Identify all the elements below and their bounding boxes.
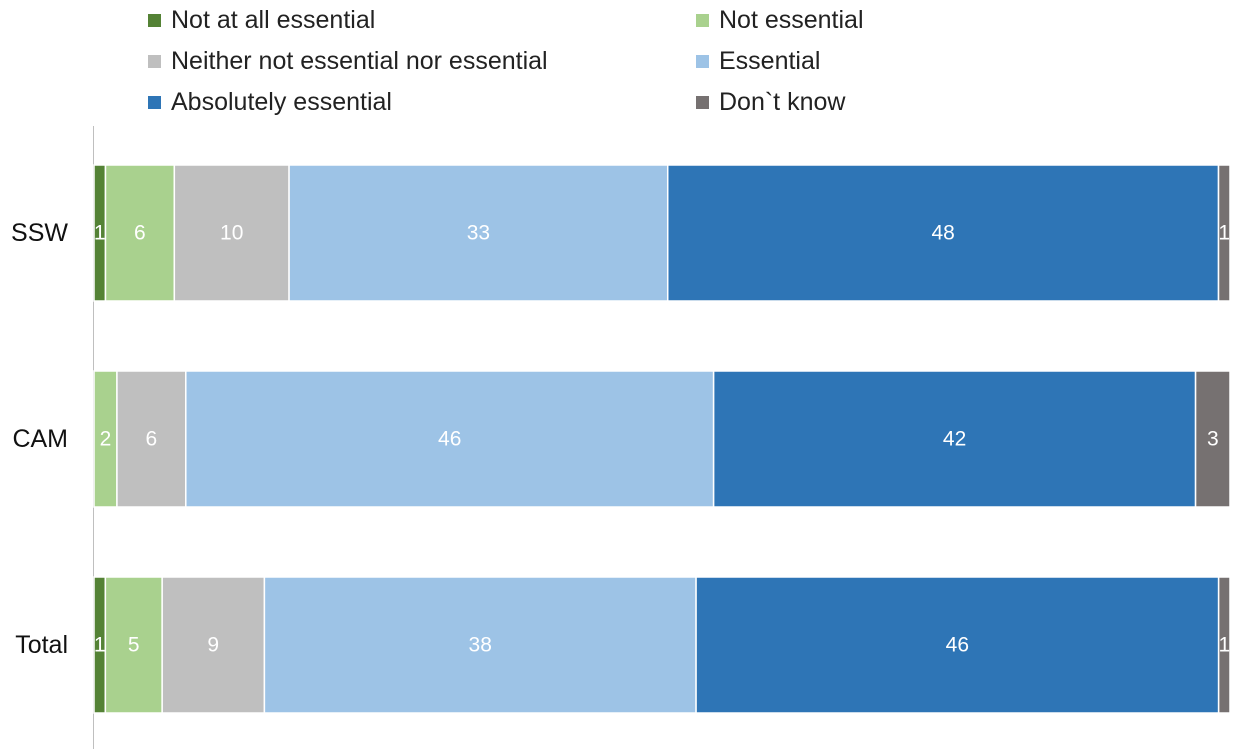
bar-segment: [1217, 576, 1231, 714]
bar-segment: [104, 164, 176, 302]
data-label: 6: [134, 222, 146, 245]
category-label: Total: [15, 631, 68, 659]
data-label: 10: [220, 222, 243, 245]
bar-segment: [1194, 370, 1231, 508]
data-label: 42: [943, 428, 966, 451]
data-label: 1: [94, 222, 106, 245]
data-label: 33: [467, 222, 490, 245]
bar-segment: [104, 576, 163, 714]
bars-group: 1 6 10 33 48 12 6 46 42 31 5 9 38 46 1: [93, 164, 1231, 714]
legend-label: Don`t know: [719, 87, 846, 116]
category-label: CAM: [12, 425, 68, 453]
data-label: 2: [100, 428, 112, 451]
data-label: 48: [931, 222, 954, 245]
chart-legend: Not at all essential Not essential Neith…: [0, 0, 1234, 120]
legend-label: Neither not essential nor essential: [171, 46, 548, 75]
bar-segment: [712, 370, 1197, 508]
data-label: 38: [469, 634, 492, 657]
data-label: 9: [207, 634, 219, 657]
data-label: 6: [146, 428, 158, 451]
legend-item-essential: Essential: [696, 44, 820, 78]
data-label: 5: [128, 634, 140, 657]
bar-segment: [185, 370, 715, 508]
legend-item-not-essential: Not essential: [696, 3, 864, 37]
data-label: 46: [946, 634, 969, 657]
bar-segment: [173, 164, 290, 302]
legend-item-not-at-all-essential: Not at all essential: [148, 3, 375, 37]
legend-item-neither: Neither not essential nor essential: [148, 44, 548, 78]
legend-label: Not at all essential: [171, 5, 376, 34]
data-label: 1: [94, 634, 106, 657]
legend-label: Not essential: [719, 5, 864, 34]
legend-swatch: [696, 13, 709, 27]
category-labels-group: SSW CAM Total: [11, 219, 68, 659]
bar-segment: [666, 164, 1220, 302]
legend-label: Essential: [719, 46, 821, 75]
legend-swatch: [148, 13, 161, 27]
legend-label: Absolutely essential: [171, 87, 392, 116]
legend-item-absolutely-essential: Absolutely essential: [148, 85, 392, 119]
data-label: 1: [1218, 634, 1230, 657]
bar-segment: [288, 164, 669, 302]
data-label: 46: [438, 428, 461, 451]
bar-segment: [1217, 164, 1231, 302]
legend-swatch: [696, 54, 709, 68]
bar-segment: [161, 576, 266, 714]
data-label: 1: [1218, 222, 1230, 245]
legend-swatch: [148, 54, 161, 68]
legend-swatch: [148, 95, 161, 109]
data-label: 3: [1207, 428, 1219, 451]
bar-segment: [263, 576, 697, 714]
category-label: SSW: [11, 219, 68, 247]
legend-swatch: [696, 95, 709, 109]
legend-item-dont-know: Don`t know: [696, 85, 845, 119]
bar-segment: [695, 576, 1220, 714]
